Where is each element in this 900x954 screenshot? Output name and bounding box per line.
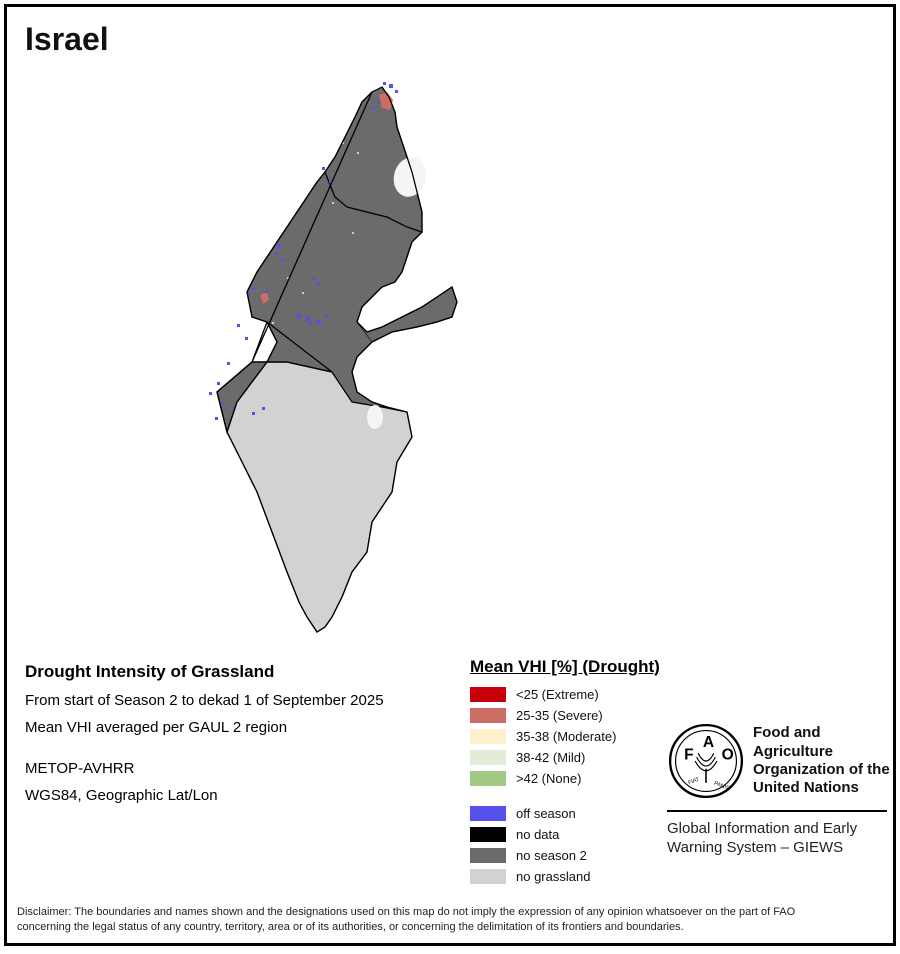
legend-row-noseason2: no season 2 xyxy=(470,846,700,865)
legend-row-nodata: no data xyxy=(470,825,700,844)
legend-swatch-extreme xyxy=(470,687,506,702)
map-disclaimer: Disclaimer: The boundaries and names sho… xyxy=(17,905,887,935)
svg-text:FIAT: FIAT xyxy=(687,777,700,787)
svg-text:A: A xyxy=(703,734,714,751)
legend-status-items: off season no data no season 2 no grassl… xyxy=(470,804,700,886)
legend-row-offseason: off season xyxy=(470,804,700,823)
svg-text:O: O xyxy=(722,746,734,763)
legend-swatch-offseason xyxy=(470,806,506,821)
page-title: Israel xyxy=(25,21,109,58)
legend-row-nograssland: no grassland xyxy=(470,867,700,886)
legend-row-mild: 38-42 (Mild) xyxy=(470,748,700,767)
legend-row-moderate: 35-38 (Moderate) xyxy=(470,727,700,746)
svg-text:F: F xyxy=(684,746,694,763)
legend-swatch-none xyxy=(470,771,506,786)
fao-org-name: Food and Agriculture Organization of the… xyxy=(753,724,892,797)
israel-map xyxy=(157,62,557,652)
fao-divider xyxy=(667,810,887,812)
legend-row-extreme: <25 (Extreme) xyxy=(470,685,700,704)
legend-swatch-nodata xyxy=(470,827,506,842)
legend-row-none: >42 (None) xyxy=(470,769,700,788)
region-negev xyxy=(217,362,412,632)
legend-swatch-moderate xyxy=(470,729,506,744)
map-description: Drought Intensity of Grassland From star… xyxy=(25,662,465,814)
legend-swatch-nograssland xyxy=(470,869,506,884)
legend-swatch-noseason2 xyxy=(470,848,506,863)
map-svg xyxy=(157,62,557,652)
fao-logo-icon: F A O FIAT PANIS xyxy=(667,722,745,800)
fao-branding: F A O FIAT PANIS Food and Agriculture Or… xyxy=(667,722,892,858)
legend-drought-items: <25 (Extreme) 25-35 (Severe) 35-38 (Mode… xyxy=(470,685,700,788)
map-frame: Israel xyxy=(4,4,896,946)
legend-swatch-severe xyxy=(470,708,506,723)
giews-label: Global Information and Early Warning Sys… xyxy=(667,820,892,858)
region-no-data-small xyxy=(367,405,383,429)
map-legend: Mean VHI [%] (Drought) <25 (Extreme) 25-… xyxy=(470,657,700,888)
fao-logo-row: F A O FIAT PANIS Food and Agriculture Or… xyxy=(667,722,892,800)
legend-swatch-mild xyxy=(470,750,506,765)
legend-row-severe: 25-35 (Severe) xyxy=(470,706,700,725)
